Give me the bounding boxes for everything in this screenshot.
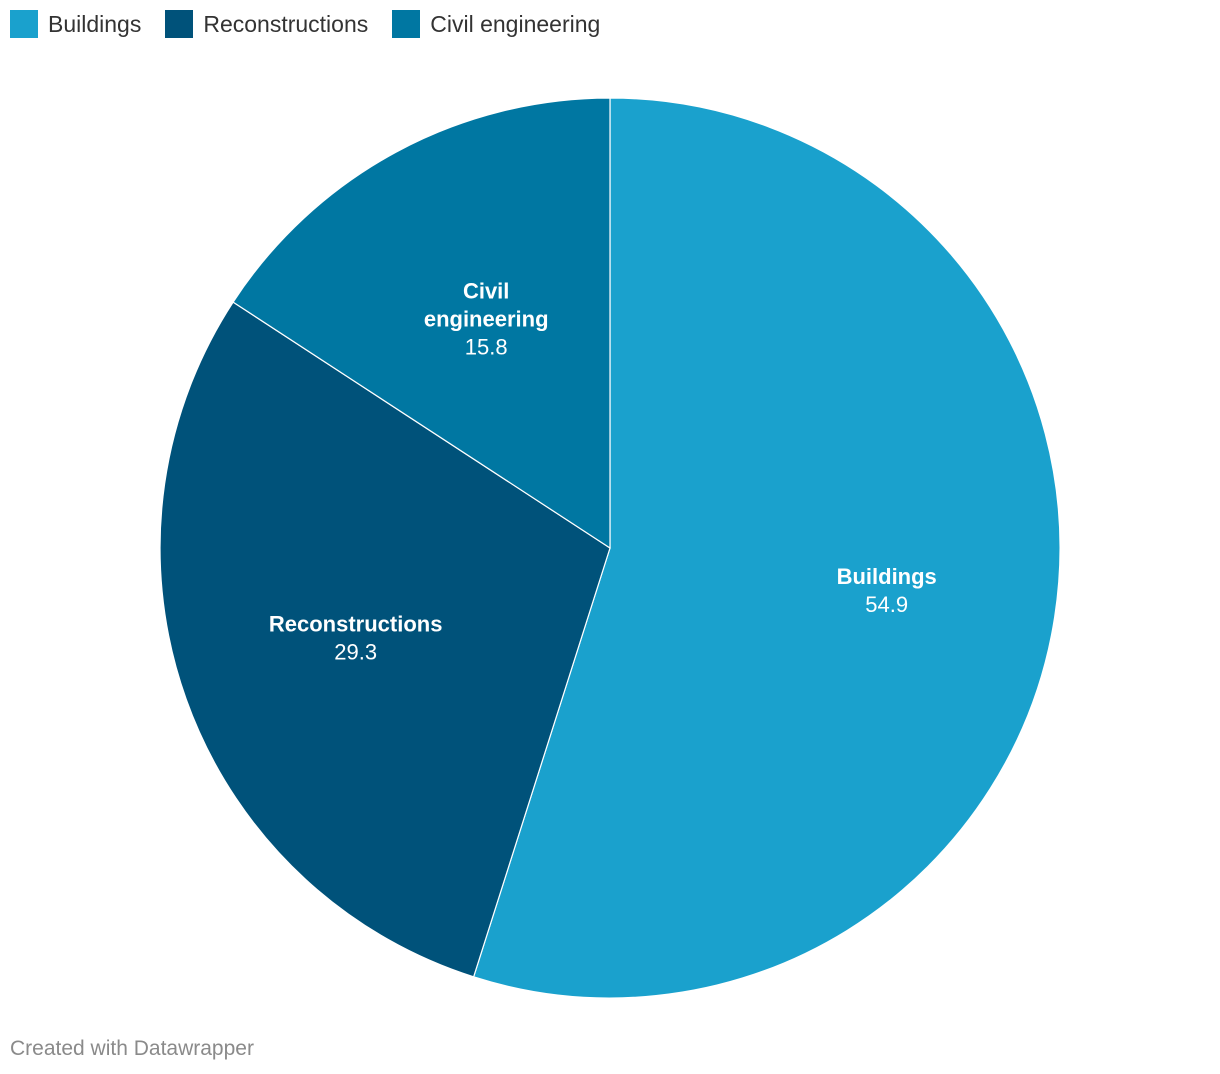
slice-value-civil-engineering: 15.8 [465, 334, 508, 359]
pie-slice-buildings [472, 97, 1061, 999]
legend-label-buildings: Buildings [48, 10, 142, 37]
slice-label-reconstructions: Reconstructions 29.3 [269, 612, 443, 665]
legend-swatch-civil-engineering [392, 10, 421, 38]
slice-name-civil-engineering-line-2: engineering [424, 306, 549, 331]
slice-label-buildings: Buildings 54.9 [837, 564, 937, 617]
legend-item-buildings: Buildings [10, 10, 141, 38]
legend-label-reconstructions: Reconstructions [203, 10, 369, 37]
chart-legend: Buildings Reconstructions Civil engineer… [10, 8, 624, 40]
slice-value-reconstructions: 29.3 [334, 640, 377, 665]
pie-slices [159, 97, 1061, 999]
legend-item-civil-engineering: Civil engineering [392, 10, 600, 38]
slice-name-civil-engineering-line-1: Civil [463, 278, 509, 303]
legend-label-civil-engineering: Civil engineering [430, 10, 601, 37]
slice-value-buildings: 54.9 [865, 592, 908, 617]
slice-name-buildings-line-1: Buildings [837, 564, 937, 589]
legend-swatch-reconstructions [165, 10, 194, 38]
footer-credit: Created with Datawrapper [10, 1037, 254, 1060]
pie-slice-reconstructions [159, 301, 611, 978]
slice-label-civil-engineering: Civil engineering 15.8 [424, 278, 549, 359]
legend-item-reconstructions: Reconstructions [165, 10, 368, 38]
legend-swatch-buildings [10, 10, 38, 38]
pie-labels: Buildings 54.9 Reconstructions 29.3 Civil eng… [269, 278, 937, 664]
slice-name-reconstructions-line-1: Reconstructions [269, 612, 443, 637]
pie-slice-civil-engineering [232, 97, 611, 550]
